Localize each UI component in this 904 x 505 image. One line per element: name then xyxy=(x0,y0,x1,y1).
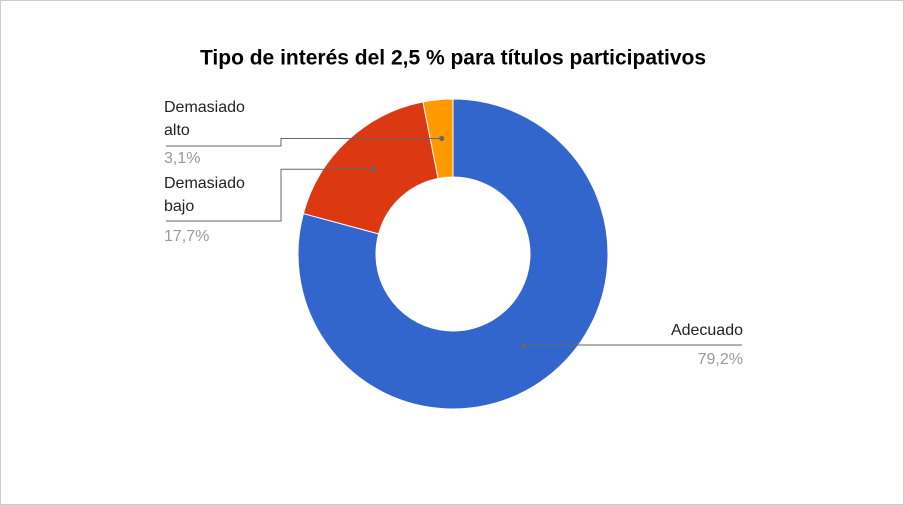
leader-dot xyxy=(371,166,377,172)
leader-dot xyxy=(439,136,445,142)
slice-label: Demasiado alto xyxy=(164,99,245,139)
value-label: 3,1% xyxy=(164,150,201,167)
leader-dot xyxy=(521,343,527,349)
value-label: 17,7% xyxy=(164,228,210,245)
leader-line xyxy=(166,168,374,222)
donut-slice xyxy=(302,101,439,235)
chart-title: Tipo de interés del 2,5 % para títulos p… xyxy=(200,47,706,70)
donut-slice xyxy=(297,98,609,410)
leader-line xyxy=(166,138,442,147)
slice-label: Demasiado bajo xyxy=(164,175,245,215)
slice-label: Adecuado xyxy=(670,322,743,339)
value-label: 79,2% xyxy=(697,351,743,368)
